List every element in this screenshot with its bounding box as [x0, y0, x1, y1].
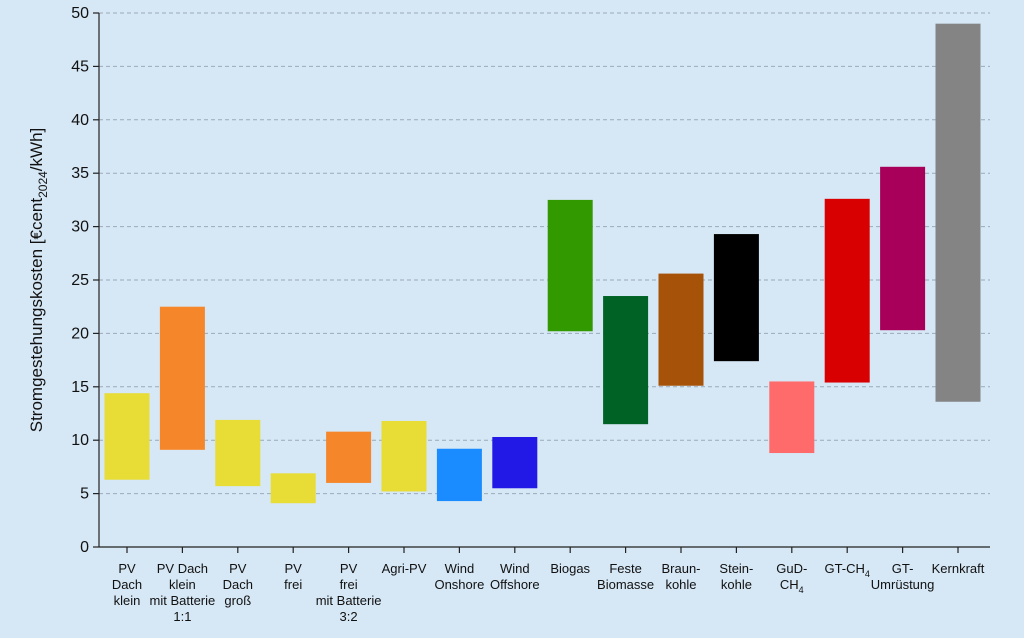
range-bar: [603, 296, 649, 425]
y-tick-label: 10: [71, 432, 89, 449]
y-axis-title: Stromgestehungskosten [€cent2024/kWh]: [27, 128, 50, 433]
range-bar: [769, 381, 815, 454]
range-bar: [104, 393, 150, 480]
bars: [104, 23, 981, 504]
range-bar: [658, 273, 704, 386]
x-tick-label: Wind Onshore: [434, 561, 484, 592]
x-tick-label: Agri-PV: [382, 561, 427, 576]
x-tick-label: Wind Offshore: [490, 561, 540, 592]
y-tick-label: 45: [71, 58, 89, 75]
x-tick-label: Braun-kohle: [661, 561, 700, 592]
range-bar: [215, 419, 261, 487]
y-tick-label: 15: [71, 379, 89, 396]
range-bar: [381, 420, 427, 492]
range-bar: [935, 23, 981, 402]
x-tick-label: PV Dach klein: [112, 561, 142, 608]
y-tick-label: 50: [71, 5, 89, 22]
y-axis-title-subscript: 2024: [36, 171, 50, 198]
range-bar: [270, 473, 316, 504]
x-tick-label: PV frei mit Batterie 3:2: [316, 561, 382, 624]
y-ticks: 0 5 10 15 20 25 30 35 40 45 50: [71, 5, 99, 556]
x-tick-label: GuD-CH4: [776, 561, 807, 595]
x-tick-label: PV frei: [284, 561, 302, 592]
y-tick-label: 0: [80, 539, 89, 556]
y-tick-label: 40: [71, 112, 89, 129]
x-tick-label: PV Dach groß: [223, 561, 253, 608]
x-tick-label: Feste Biomasse: [597, 561, 654, 592]
x-tick-label: GT-Umrüstung: [871, 561, 935, 592]
x-tick-label: Kernkraft: [932, 561, 985, 576]
range-bar: [824, 198, 870, 383]
range-bar: [159, 306, 205, 450]
range-bar: [547, 199, 593, 332]
y-tick-label: 25: [71, 272, 89, 289]
x-tick-label: PV Dach klein mit Batterie 1:1: [150, 561, 216, 624]
range-bar: [880, 166, 926, 331]
y-axis-title-tail: /kWh]: [27, 128, 46, 171]
y-tick-label: 5: [80, 486, 89, 503]
range-bar: [492, 436, 538, 489]
x-tick-label: Biogas: [550, 561, 590, 576]
range-bar: [326, 431, 372, 483]
y-axis-title-main: Stromgestehungskosten [€cent: [27, 198, 46, 433]
y-tick-label: 30: [71, 219, 89, 236]
range-bar: [713, 234, 759, 362]
y-tick-label: 20: [71, 325, 89, 342]
y-tick-label: 35: [71, 165, 89, 182]
range-bar: [436, 448, 482, 502]
x-tick-label: Stein-kohle: [719, 561, 753, 592]
x-tick-label: GT-CH4: [824, 561, 869, 579]
